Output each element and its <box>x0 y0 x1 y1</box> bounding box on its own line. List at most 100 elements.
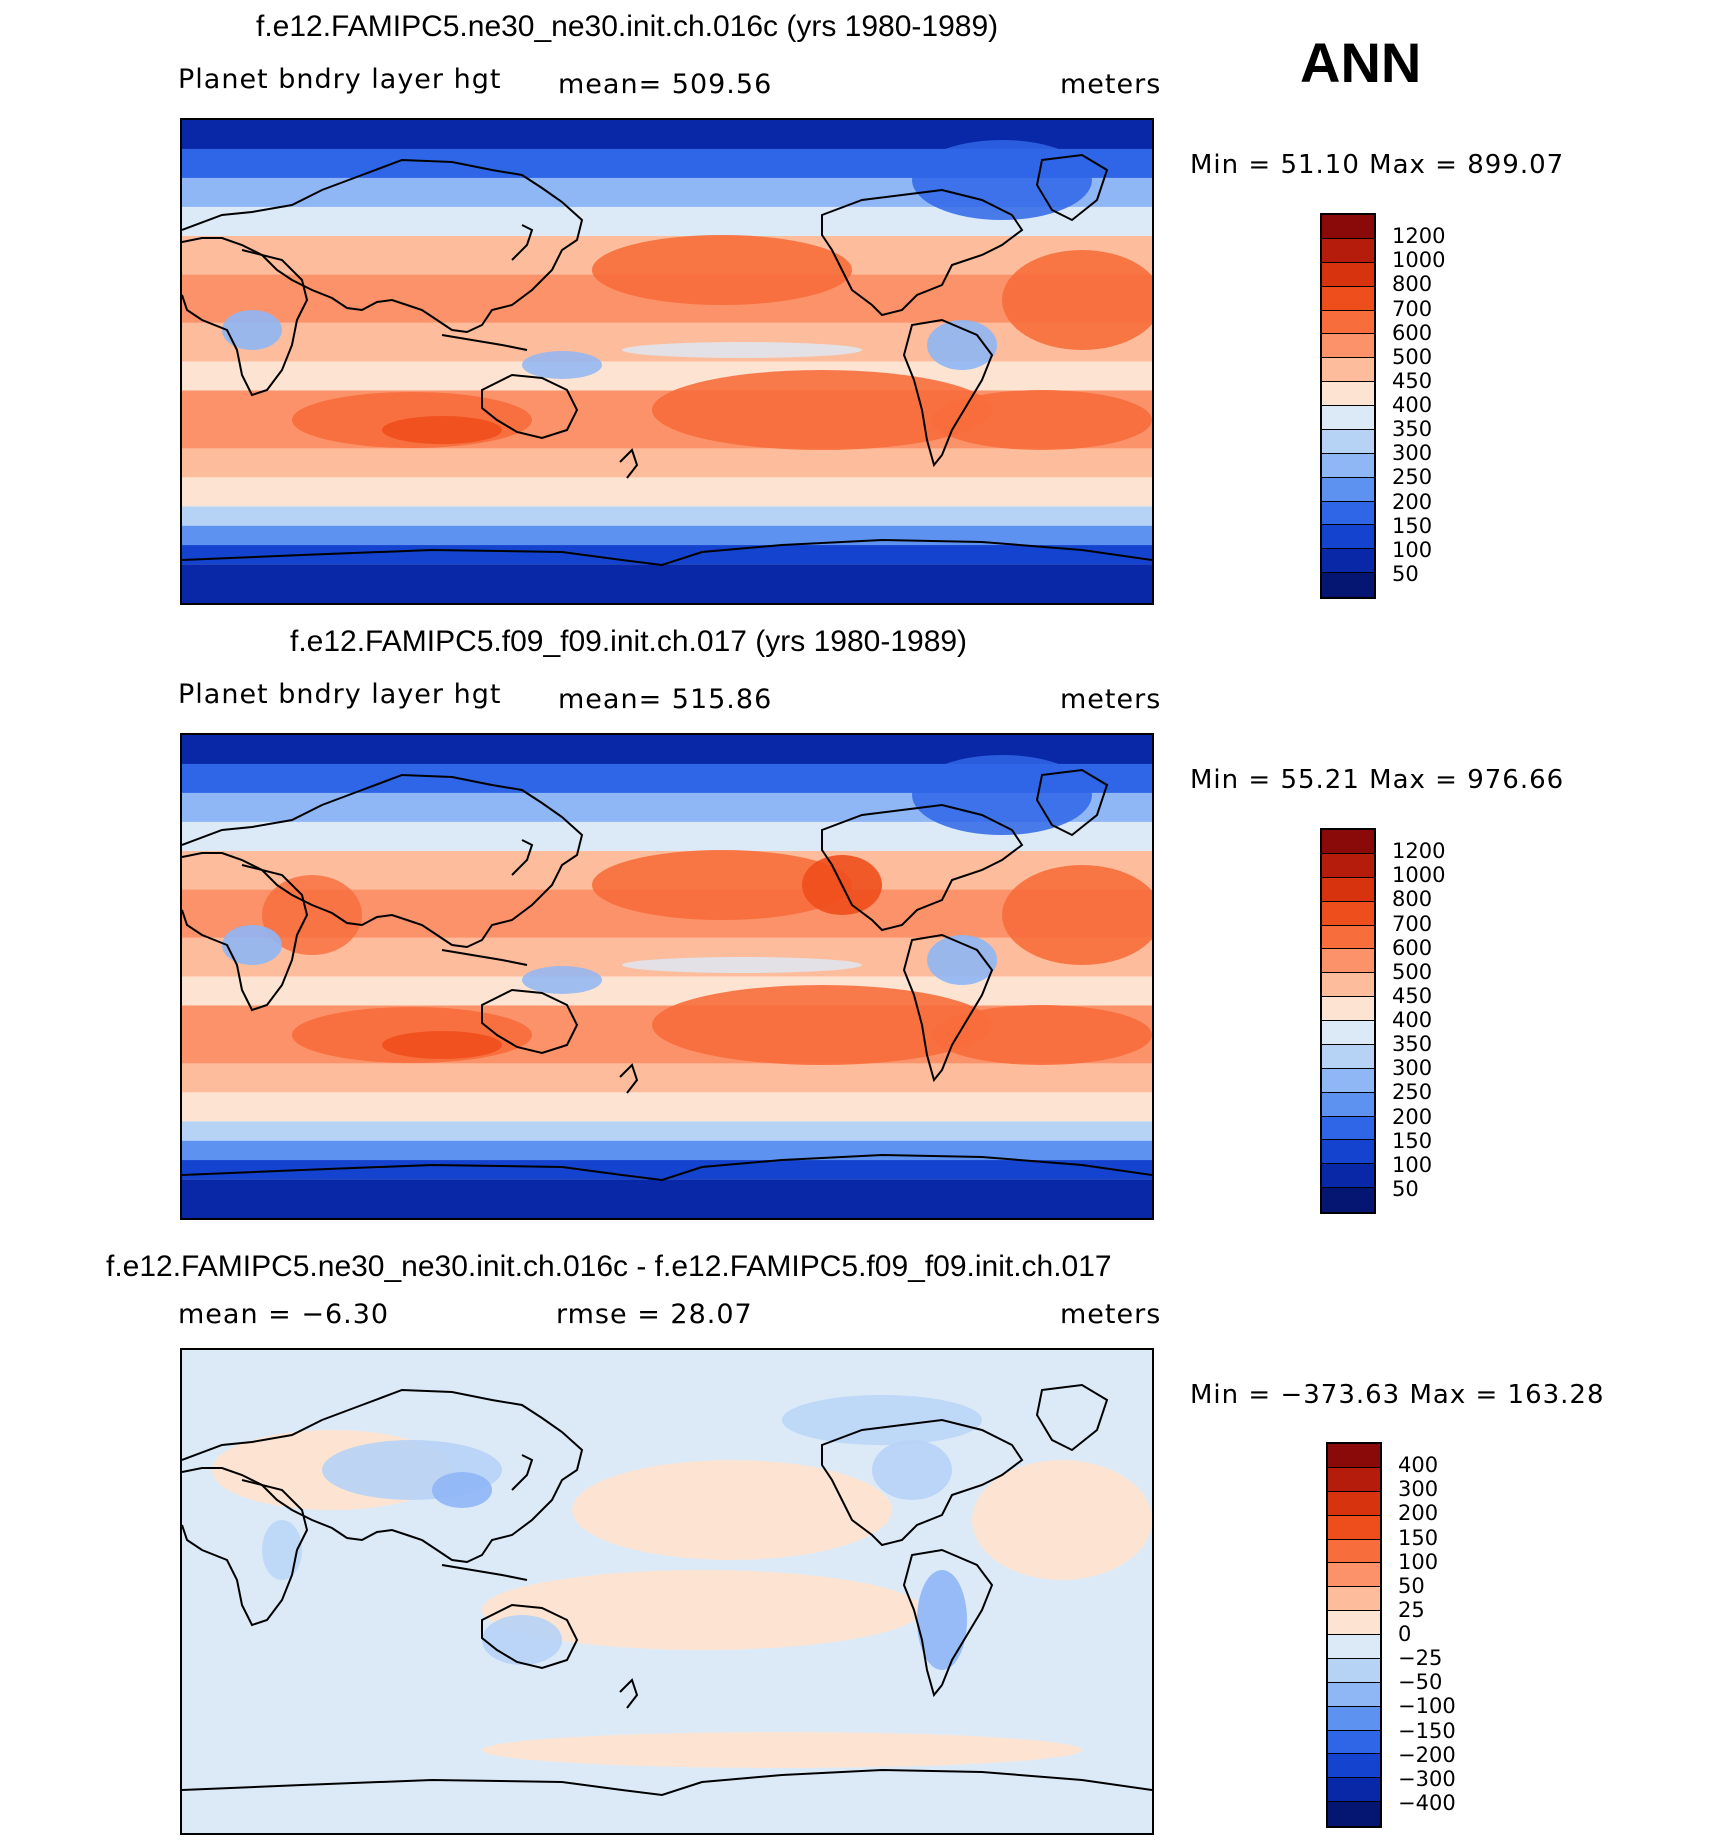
colorbar-tick-label: −200 <box>1398 1742 1456 1767</box>
colorbar-box <box>1322 949 1374 974</box>
contour-map <box>182 120 1152 603</box>
colorbar-box <box>1322 238 1374 263</box>
colorbar-box <box>1328 1611 1380 1635</box>
colorbar-tick-label: 300 <box>1392 1056 1433 1081</box>
colorbar-box <box>1322 853 1374 878</box>
panel-1-minmax: Min = 51.10 Max = 899.07 <box>1190 150 1565 180</box>
colorbar-box <box>1322 1068 1374 1093</box>
colorbar-tick-label: 450 <box>1392 368 1433 393</box>
colorbar-box <box>1322 453 1374 478</box>
colorbar-box <box>1322 997 1374 1021</box>
colorbar-tick-label: −50 <box>1398 1670 1443 1695</box>
colorbar-box <box>1322 901 1374 926</box>
colorbar-tick-label: 250 <box>1392 465 1433 490</box>
panel-1-variable-label: Planet bndry layer hgt <box>178 64 502 95</box>
colorbar-box <box>1328 1444 1380 1468</box>
colorbar-box <box>1322 573 1374 597</box>
colorbar-box <box>1328 1730 1380 1755</box>
colorbar-box <box>1322 525 1374 550</box>
colorbar-tick-label: 350 <box>1392 1032 1433 1057</box>
colorbar-box <box>1322 1044 1374 1069</box>
colorbar-box <box>1322 1164 1374 1189</box>
colorbar-box <box>1328 1539 1380 1564</box>
colorbar-tick-label: 500 <box>1392 959 1433 984</box>
colorbar-box <box>1322 973 1374 998</box>
colorbar-box <box>1328 1587 1380 1612</box>
colorbar-tick-label: 0 <box>1398 1622 1412 1646</box>
colorbar-box <box>1322 334 1374 359</box>
colorbar-tick-label: 350 <box>1392 417 1433 442</box>
colorbar-tick-label: 800 <box>1392 272 1433 297</box>
colorbar-box <box>1322 1188 1374 1212</box>
contour-map <box>182 735 1152 1218</box>
colorbar-box <box>1322 1140 1374 1165</box>
colorbar-tick-label: 150 <box>1392 513 1433 538</box>
panel-2-mean-label: mean= 515.86 <box>558 684 773 715</box>
colorbar-tick-label: 600 <box>1392 320 1433 345</box>
colorbar-box <box>1322 549 1374 574</box>
colorbar-box <box>1322 310 1374 335</box>
colorbar-box <box>1328 1563 1380 1588</box>
colorbar-box <box>1328 1515 1380 1540</box>
colorbar-tick-label: 1000 <box>1392 863 1446 888</box>
colorbar-tick-label: −300 <box>1398 1766 1456 1791</box>
colorbar-box <box>1322 501 1374 526</box>
panel-2-variable-label: Planet bndry layer hgt <box>178 679 502 710</box>
colorbar-box <box>1322 1092 1374 1117</box>
colorbar-box <box>1328 1635 1380 1659</box>
colorbar-tick-label: 600 <box>1392 935 1433 960</box>
colorbar-tick-label: 800 <box>1392 887 1433 912</box>
colorbar-tick-label: 100 <box>1392 1152 1433 1177</box>
panel-3-map <box>180 1348 1154 1835</box>
panel-2-map <box>180 733 1154 1220</box>
colorbar-tick-label: 50 <box>1398 1573 1425 1598</box>
panel-2-colorbar <box>1320 828 1376 1214</box>
contour-map <box>182 1350 1152 1833</box>
colorbar-box <box>1322 382 1374 406</box>
colorbar-tick-label: −400 <box>1398 1790 1456 1815</box>
colorbar-tick-label: 400 <box>1398 1453 1439 1478</box>
colorbar-tick-label: 300 <box>1392 441 1433 466</box>
colorbar-tick-label: −150 <box>1398 1718 1456 1743</box>
colorbar-tick-label: 300 <box>1398 1477 1439 1502</box>
panel-3-minmax: Min = −373.63 Max = 163.28 <box>1190 1380 1605 1410</box>
panel-1-mean-label: mean= 509.56 <box>558 69 773 100</box>
colorbar-tick-label: 150 <box>1398 1525 1439 1550</box>
panel-1-colorbar <box>1320 213 1376 599</box>
colorbar-box <box>1328 1682 1380 1707</box>
colorbar-tick-label: 100 <box>1392 537 1433 562</box>
colorbar-tick-label: −100 <box>1398 1694 1456 1719</box>
panel-1-map <box>180 118 1154 605</box>
colorbar-tick-label: 400 <box>1392 1008 1433 1032</box>
season-label: ANN <box>1300 31 1422 94</box>
panel-2-title: f.e12.FAMIPC5.f09_f09.init.ch.017 (yrs 1… <box>290 625 968 658</box>
panel-3-colorbar <box>1326 1442 1382 1828</box>
colorbar-box <box>1328 1706 1380 1731</box>
colorbar-tick-label: 150 <box>1392 1128 1433 1153</box>
colorbar-box <box>1322 1116 1374 1141</box>
colorbar-box <box>1322 925 1374 950</box>
colorbar-box <box>1328 1658 1380 1683</box>
colorbar-tick-label: 400 <box>1392 393 1433 417</box>
colorbar-tick-label: 200 <box>1398 1501 1439 1526</box>
colorbar-box <box>1328 1802 1380 1826</box>
colorbar-box <box>1322 429 1374 454</box>
panel-3-rmse-label: rmse = 28.07 <box>556 1299 753 1330</box>
panel-3-mean-label: mean = −6.30 <box>178 1299 390 1330</box>
panel-3-units-label: meters <box>1060 1299 1162 1330</box>
colorbar-tick-label: 500 <box>1392 344 1433 369</box>
colorbar-tick-label: 1000 <box>1392 248 1446 273</box>
colorbar-box <box>1322 877 1374 902</box>
colorbar-box <box>1322 477 1374 502</box>
colorbar-tick-label: −25 <box>1398 1646 1443 1671</box>
colorbar-tick-label: 450 <box>1392 983 1433 1008</box>
colorbar-tick-label: 100 <box>1398 1549 1439 1574</box>
colorbar-box <box>1322 406 1374 430</box>
colorbar-tick-label: 1200 <box>1392 839 1446 864</box>
colorbar-tick-label: 25 <box>1398 1597 1425 1622</box>
colorbar-box <box>1322 262 1374 287</box>
colorbar-tick-label: 700 <box>1392 296 1433 321</box>
colorbar-tick-label: 700 <box>1392 911 1433 936</box>
colorbar-box <box>1322 1021 1374 1045</box>
panel-1-title: f.e12.FAMIPC5.ne30_ne30.init.ch.016c (yr… <box>256 10 999 43</box>
